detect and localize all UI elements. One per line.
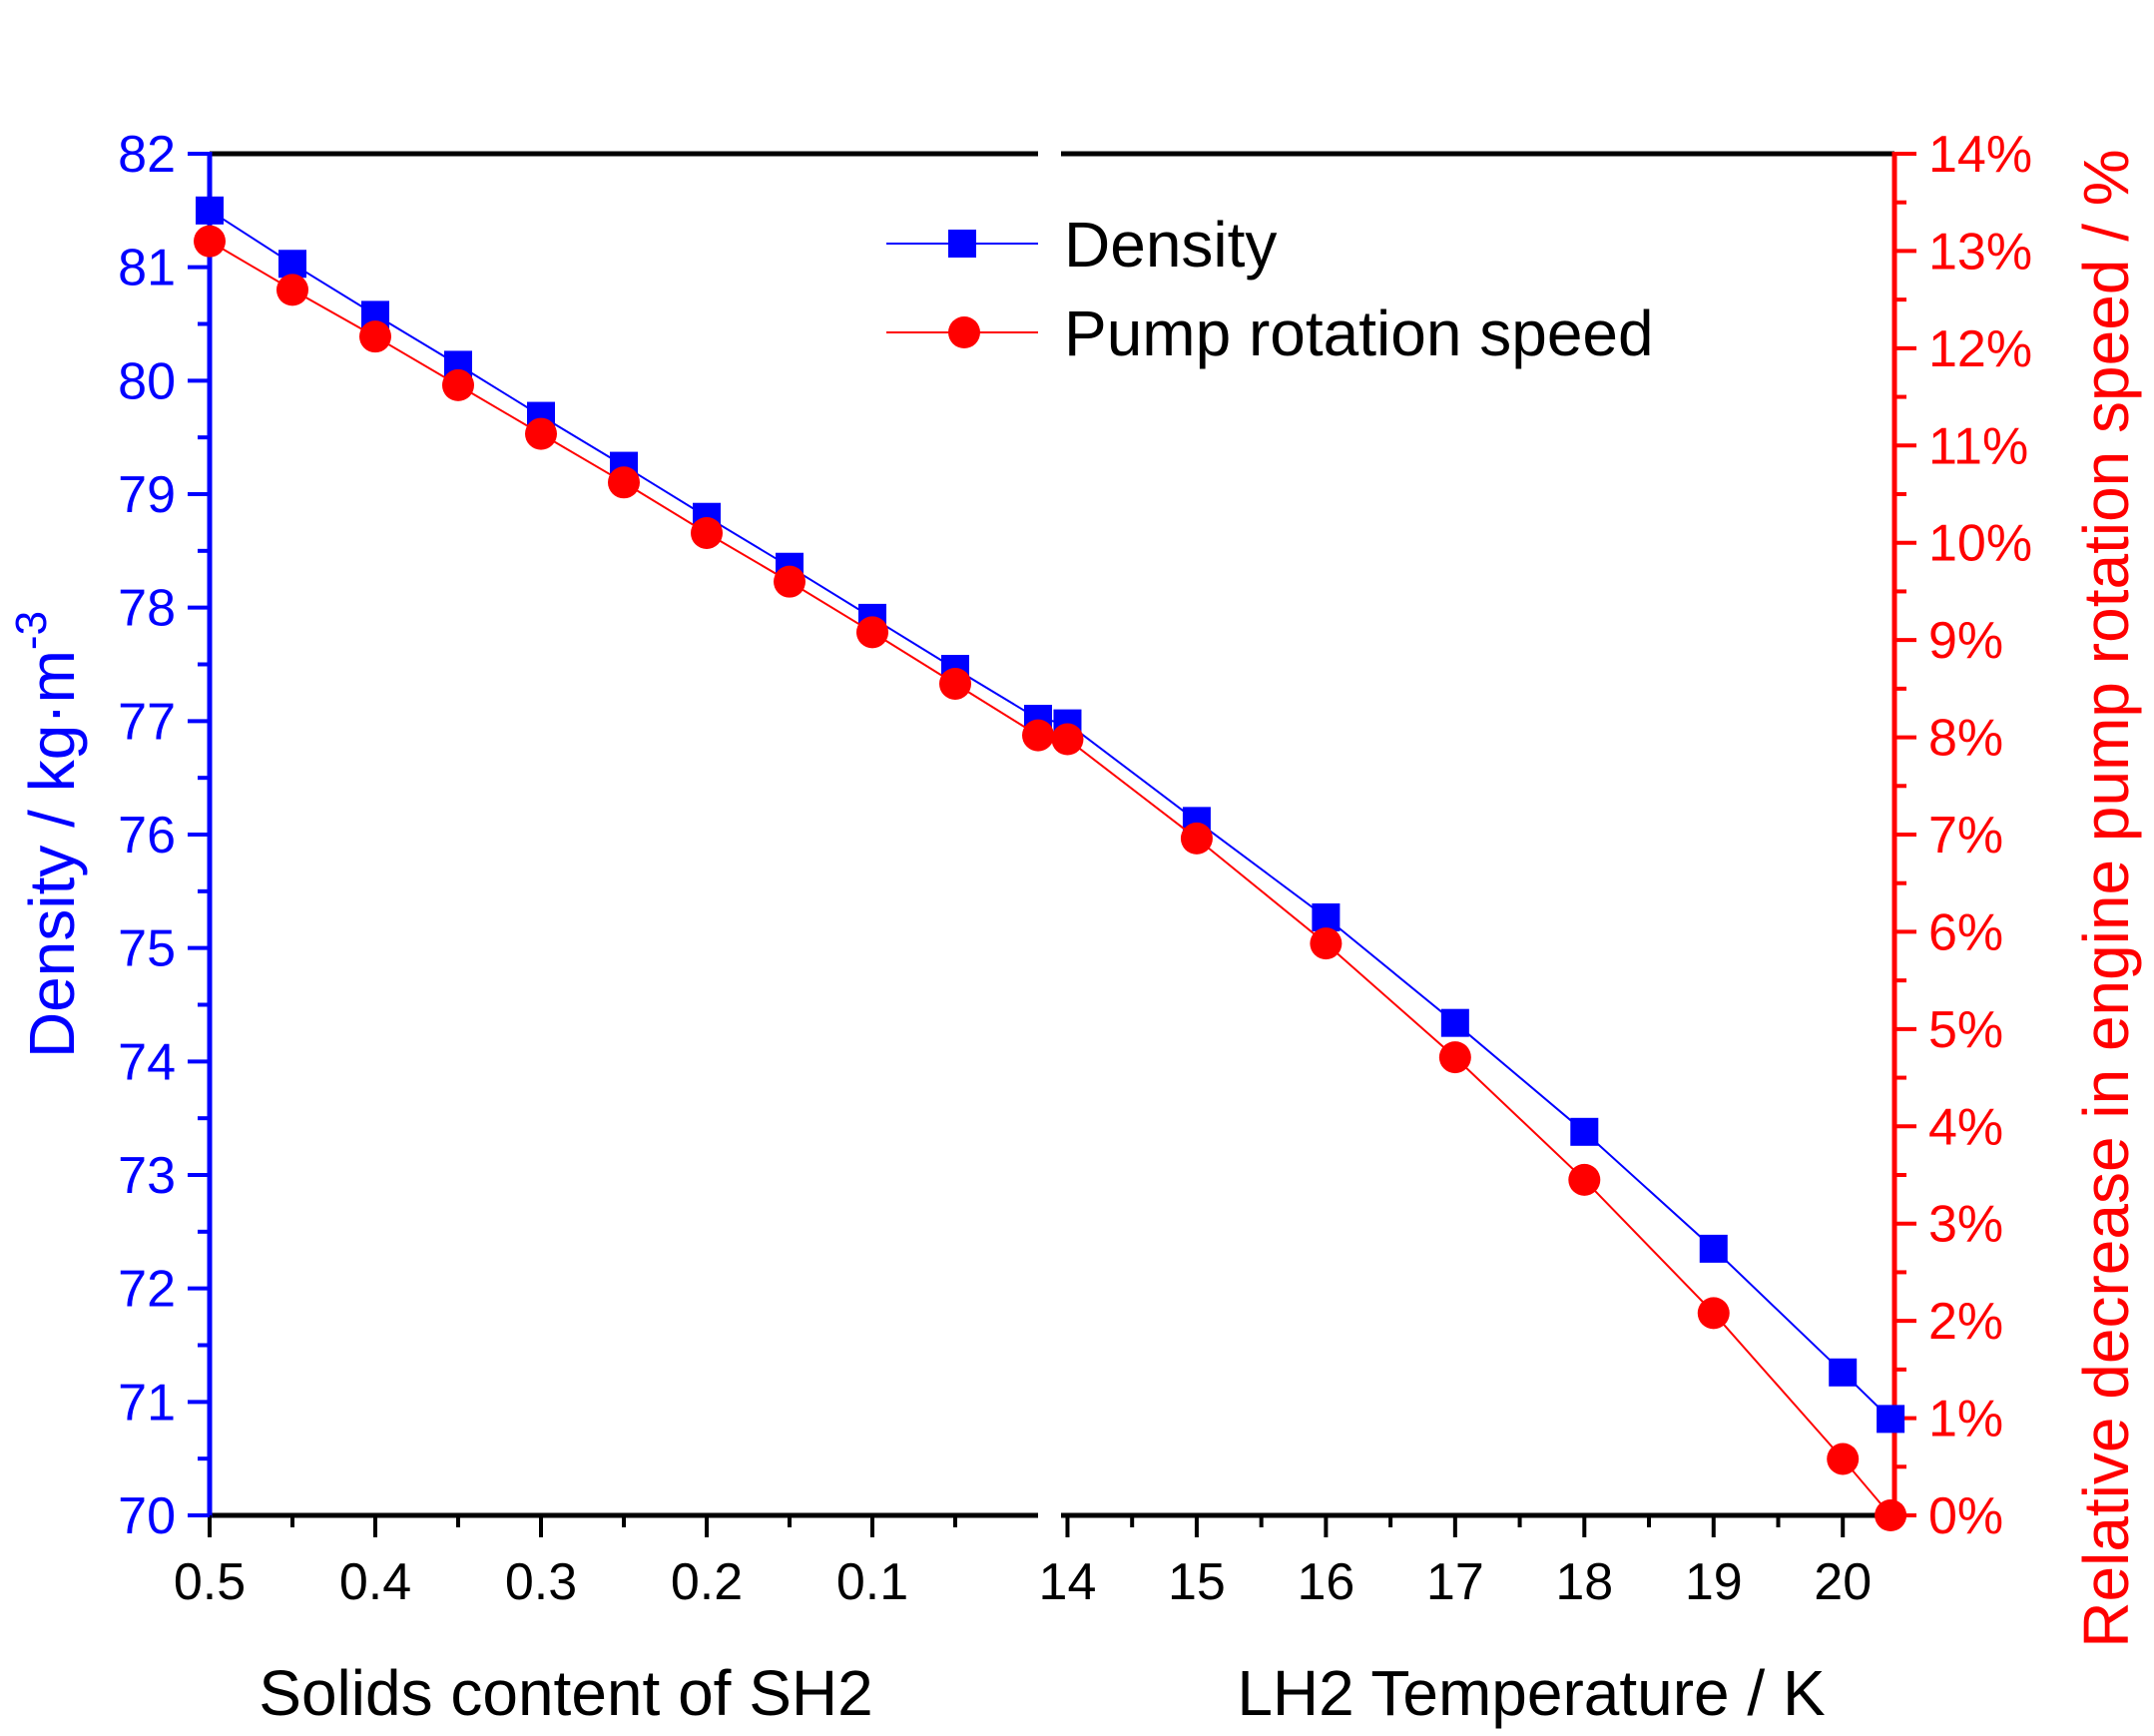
right-y-tick-label-2%: 2%: [1928, 1293, 2003, 1351]
right-y-tick-label-3%: 3%: [1928, 1196, 2003, 1254]
point-pump-rotation-speed-6: [691, 516, 723, 549]
point-pump-rotation-speed-14: [1438, 1041, 1471, 1074]
right-y-tick-label-0%: 0%: [1928, 1487, 2003, 1545]
x-tick-label-temp-20: 20: [1814, 1553, 1872, 1611]
point-density-1: [278, 250, 306, 279]
point-pump-rotation-speed-5: [608, 466, 640, 499]
legend-label-pump-speed: Pump rotation speed: [1064, 297, 1654, 369]
legend-marker-density: [948, 230, 976, 258]
x-tick-label-temp-18: 18: [1555, 1553, 1613, 1611]
right-y-tick-label-12%: 12%: [1928, 320, 2032, 378]
x-tick-label-solids-0.2: 0.2: [671, 1553, 743, 1611]
x-tick-label-temp-19: 19: [1685, 1553, 1743, 1611]
point-density-15: [1570, 1117, 1599, 1146]
point-pump-rotation-speed-8: [856, 616, 888, 649]
left-y-tick-label-79: 79: [118, 466, 176, 524]
point-density-16: [1699, 1234, 1728, 1263]
right-y-tick-label-8%: 8%: [1928, 710, 2003, 768]
point-pump-rotation-speed-11: [1051, 723, 1084, 756]
left-y-tick-label-81: 81: [118, 240, 176, 297]
left-y-axis-ticks: 70 71 72 73 74 75 76 77 78 79 80 81 82: [118, 126, 210, 1545]
left-y-tick-label-71: 71: [118, 1374, 176, 1432]
left-y-axis-title-superscript: -3: [7, 611, 56, 650]
point-pump-rotation-speed-7: [774, 565, 806, 598]
right-y-tick-label-14%: 14%: [1928, 126, 2032, 184]
point-pump-rotation-speed-13: [1310, 927, 1343, 960]
point-pump-rotation-speed-1: [276, 274, 308, 306]
left-y-tick-label-80: 80: [118, 352, 176, 410]
point-density-13: [1312, 902, 1341, 931]
x-axis-ticks: 0.5 0.4 0.3 0.2 0.1 14 15 16 17 18 19 20: [174, 1515, 1872, 1611]
x-tick-label-solids-0.1: 0.1: [836, 1553, 908, 1611]
legend: Density Pump rotation speed: [886, 209, 1654, 369]
legend-label-density: Density: [1064, 209, 1277, 281]
point-density-18: [1877, 1405, 1905, 1434]
left-y-tick-label-78: 78: [118, 580, 176, 638]
left-y-tick-label-72: 72: [118, 1261, 176, 1319]
point-density-17: [1829, 1358, 1858, 1387]
right-y-tick-label-11%: 11%: [1928, 417, 2028, 475]
series-line-pump-rotation-speed: [209, 240, 1891, 1516]
point-pump-rotation-speed-16: [1697, 1297, 1730, 1330]
point-density-0: [196, 196, 224, 225]
left-y-tick-label-77: 77: [118, 693, 176, 751]
point-pump-rotation-speed-3: [442, 368, 474, 401]
point-pump-rotation-speed-15: [1568, 1163, 1601, 1196]
left-y-tick-label-82: 82: [118, 126, 176, 184]
right-y-tick-label-1%: 1%: [1928, 1391, 2003, 1448]
right-y-tick-label-9%: 9%: [1928, 612, 2003, 670]
point-density-14: [1440, 1008, 1469, 1037]
left-y-tick-label-76: 76: [118, 807, 176, 865]
x-tick-label-solids-0.4: 0.4: [339, 1553, 411, 1611]
x-tick-label-solids-0.3: 0.3: [505, 1553, 577, 1611]
x-tick-label-temp-14: 14: [1039, 1553, 1097, 1611]
x-axis-title-solids: Solids content of SH2: [259, 1657, 872, 1729]
right-y-tick-label-13%: 13%: [1928, 223, 2032, 281]
x-tick-label-temp-16: 16: [1297, 1553, 1354, 1611]
right-y-tick-label-4%: 4%: [1928, 1098, 2003, 1156]
point-pump-rotation-speed-2: [359, 320, 391, 353]
x-axis-title-temperature: LH2 Temperature / K: [1237, 1657, 1825, 1729]
point-pump-rotation-speed-4: [525, 417, 557, 450]
x-tick-label-temp-17: 17: [1426, 1553, 1484, 1611]
left-y-axis-title-text: Density / kg·m: [16, 650, 88, 1058]
left-y-tick-label-75: 75: [118, 920, 176, 978]
right-y-axis-title: Relative decrease in engine pump rotatio…: [2070, 149, 2142, 1647]
right-y-axis-ticks: 0% 1% 2% 3% 4% 5% 6% 7% 8% 9% 10% 11% 12% 13% 14%: [1894, 126, 2032, 1545]
right-y-tick-label-5%: 5%: [1928, 1001, 2003, 1059]
point-pump-rotation-speed-9: [939, 667, 971, 700]
x-tick-label-temp-15: 15: [1168, 1553, 1226, 1611]
x-tick-label-solids-0.5: 0.5: [174, 1553, 246, 1611]
left-y-tick-label-73: 73: [118, 1147, 176, 1205]
point-pump-rotation-speed-10: [1022, 719, 1054, 752]
right-y-tick-label-6%: 6%: [1928, 903, 2003, 961]
point-pump-rotation-speed-12: [1180, 822, 1213, 855]
right-y-tick-label-10%: 10%: [1928, 515, 2032, 573]
legend-marker-pump-speed: [948, 316, 980, 348]
point-pump-rotation-speed-0: [194, 225, 226, 258]
axis-titles: Solids content of SH2 LH2 Temperature / …: [7, 149, 2142, 1729]
left-y-tick-label-70: 70: [118, 1487, 176, 1545]
point-pump-rotation-speed-17: [1827, 1443, 1860, 1475]
series-layer: [194, 196, 1907, 1531]
point-pump-rotation-speed-18: [1875, 1499, 1907, 1531]
left-y-axis-title: Density / kg·m-3: [7, 611, 88, 1058]
left-y-tick-label-74: 74: [118, 1033, 176, 1091]
right-y-tick-label-7%: 7%: [1928, 807, 2003, 865]
